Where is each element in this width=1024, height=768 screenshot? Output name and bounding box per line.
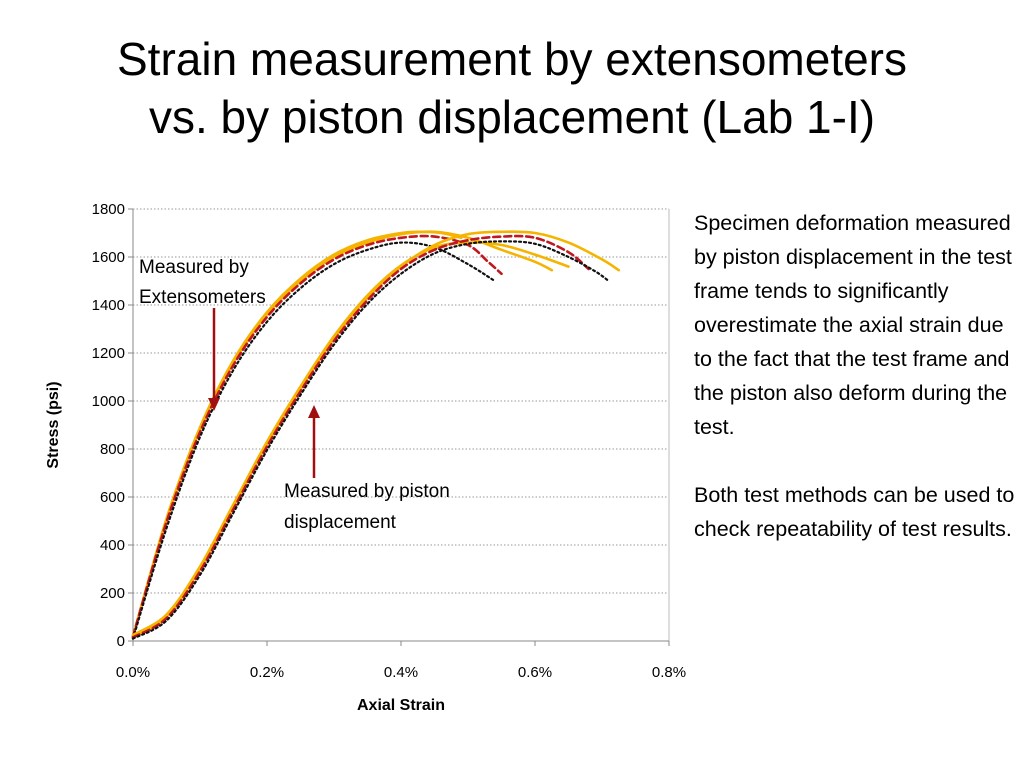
x-tick-label: 0.6%	[518, 664, 552, 681]
x-tick-label: 0.8%	[652, 664, 686, 681]
explanation-paragraph-1: Specimen deformation measured by piston …	[694, 211, 1012, 439]
arrow-extensometers	[208, 308, 220, 411]
series-line-piston-dotted-black	[131, 240, 610, 640]
x-tick-label: 0.4%	[384, 664, 418, 681]
series-line-piston-dashed-red	[131, 234, 590, 639]
annotation-extensometers-line-1: Measured by	[139, 257, 249, 278]
y-tick-label: 1600	[92, 249, 125, 266]
data-series	[131, 230, 621, 640]
y-tick-label: 1200	[92, 345, 125, 362]
annotation-extensometers-line-2: Extensometers	[139, 287, 266, 308]
gridlines	[128, 208, 670, 646]
series-line-piston-solid-orange	[131, 241, 570, 637]
x-tick-label: 0.2%	[250, 664, 284, 681]
annotation-piston-line-1: Measured by piston	[284, 481, 450, 502]
series-line-extensometer-dashed-red	[131, 234, 503, 638]
series-line-extensometer-solid-orange	[131, 230, 463, 638]
arrow-piston	[308, 405, 320, 478]
y-tick-label: 800	[100, 441, 125, 458]
y-tick-label: 1000	[92, 393, 125, 410]
arrow-extensometers-head	[208, 398, 220, 411]
y-tick-label: 1400	[92, 297, 125, 314]
x-tick-labels: 0.0% 0.2% 0.4% 0.6% 0.8%	[116, 664, 686, 681]
explanation-paragraph-2: Both test methods can be used to check r…	[694, 483, 1015, 541]
y-tick-label: 1800	[92, 201, 125, 218]
y-axis-label: Stress (psi)	[45, 381, 62, 468]
y-tick-label: 400	[100, 537, 125, 554]
arrow-piston-head	[308, 405, 320, 418]
y-tick-label: 0	[117, 633, 125, 650]
slide-title-line-1: Strain measurement by extensometers	[116, 33, 908, 85]
y-tick-labels: 0 200 400 600 800 1000 1200 1400 1600 1800	[92, 201, 125, 650]
x-axis-label: Axial Strain	[357, 697, 445, 714]
explanation-text: Specimen deformation measured by piston …	[694, 206, 1019, 580]
y-tick-label: 600	[100, 489, 125, 506]
slide-title: Strain measurement by extensometers vs. …	[0, 30, 1024, 146]
x-tick-label: 0.0%	[116, 664, 150, 681]
slide-title-line-2: vs. by piston displacement (Lab 1-I)	[148, 91, 876, 143]
annotation-piston-line-2: displacement	[284, 512, 397, 533]
y-tick-label: 200	[100, 585, 125, 602]
